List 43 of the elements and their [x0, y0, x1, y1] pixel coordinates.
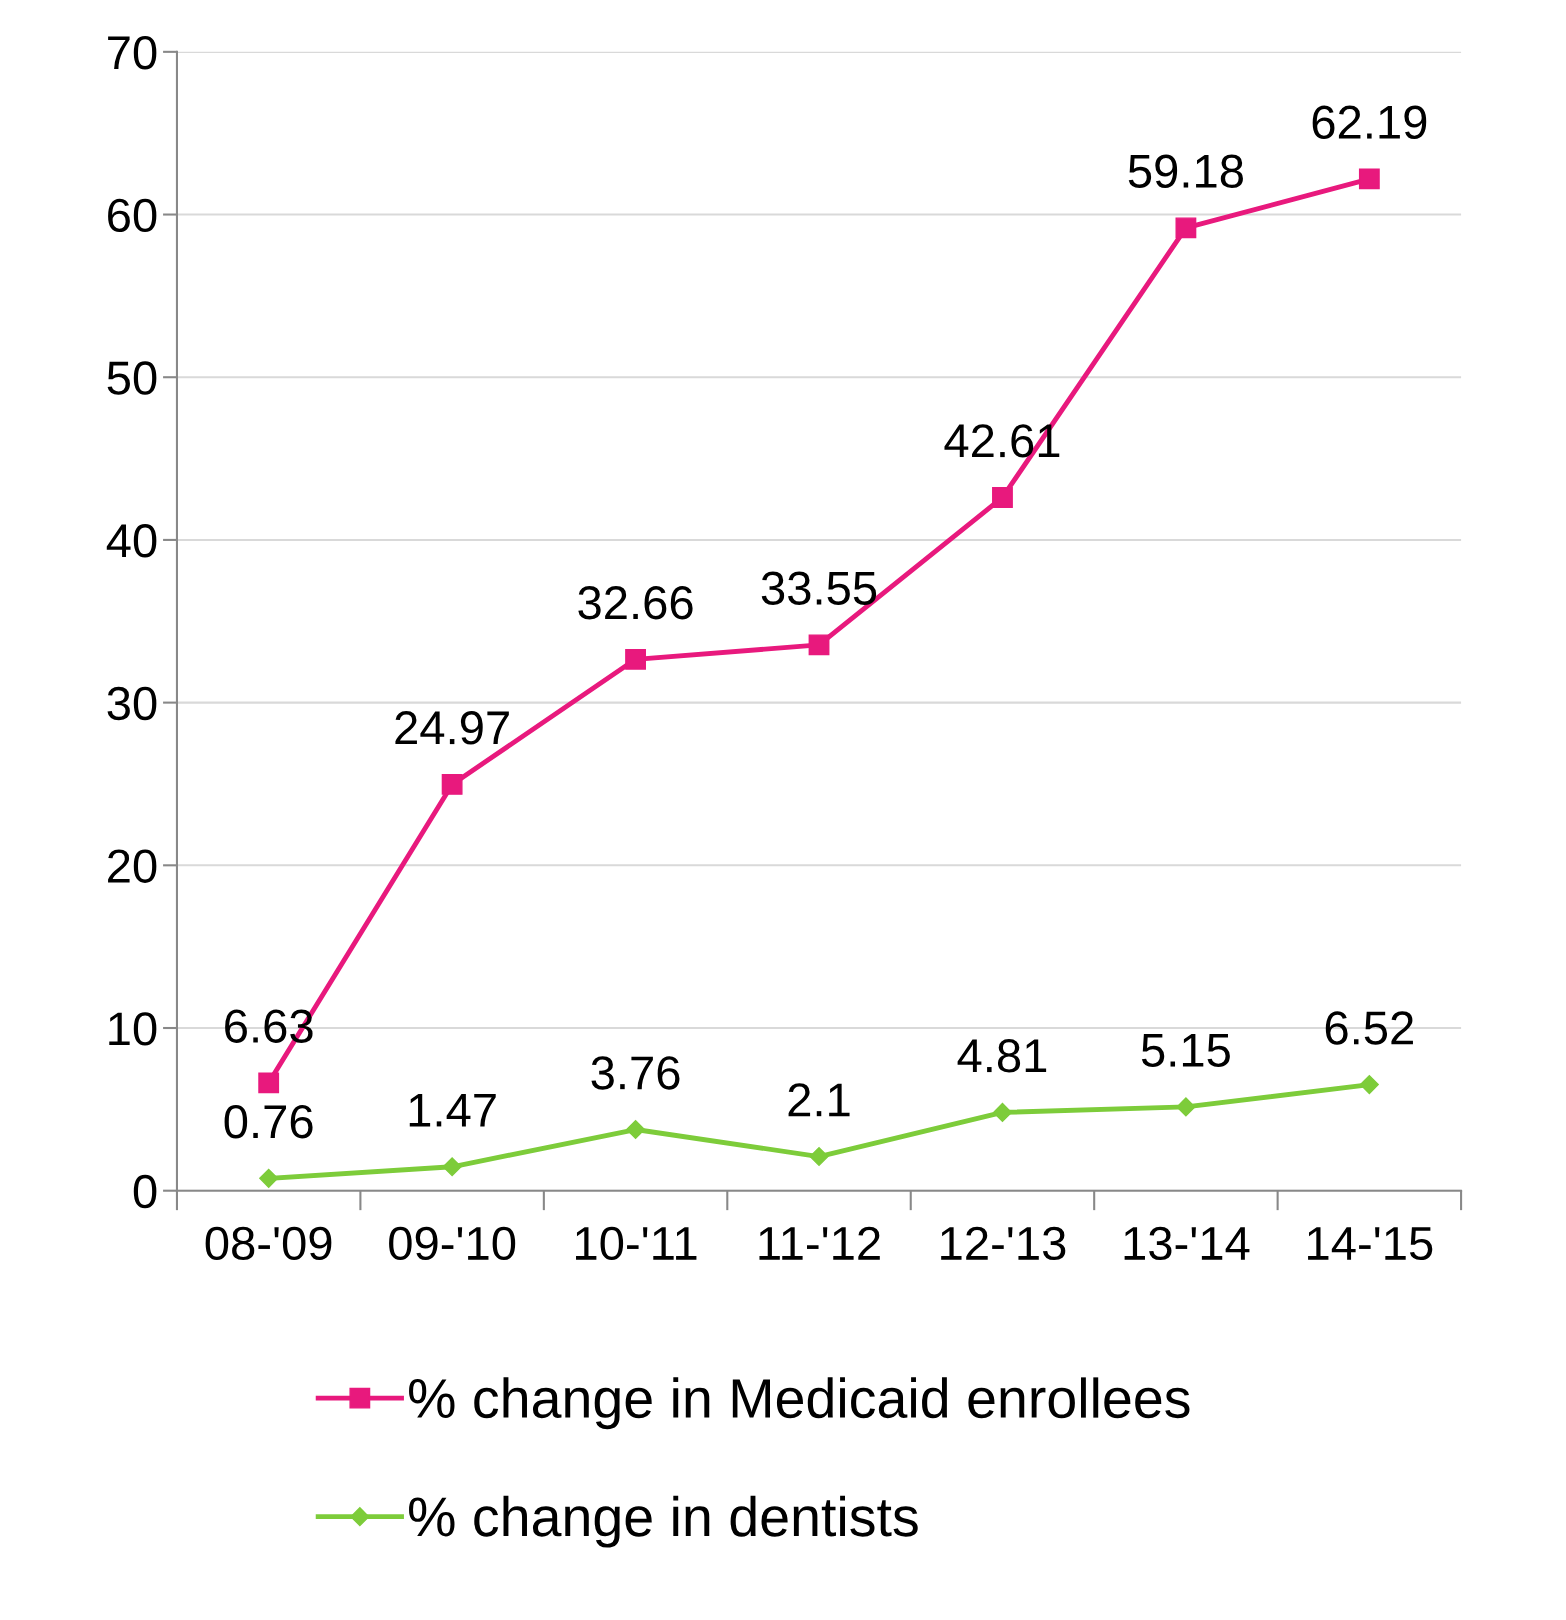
x-tick-label: 12-'13 [941, 1226, 1066, 1261]
data-label: 6.52 [1325, 1011, 1413, 1045]
data-label: 62.19 [1312, 105, 1427, 140]
y-tick-label: 10 [109, 1012, 157, 1046]
point [441, 774, 463, 795]
y-tick-label: 50 [107, 361, 157, 395]
y-tick-label: 40 [106, 524, 157, 558]
point [992, 487, 1013, 508]
data-label: 0.76 [224, 1105, 313, 1139]
y-tick-label: 20 [108, 849, 157, 883]
y-tick-label: 60 [108, 198, 157, 233]
point [625, 648, 646, 670]
point [626, 1119, 646, 1140]
data-label: 32.66 [578, 586, 693, 620]
point [1358, 168, 1380, 190]
legend-label: % change in dentists [409, 1495, 918, 1548]
point [809, 1147, 829, 1167]
data-label: 2.1 [788, 1083, 850, 1117]
point [442, 1157, 462, 1177]
data-label: 1.47 [409, 1093, 496, 1127]
point [808, 634, 830, 656]
data-label: 3.76 [591, 1056, 680, 1090]
data-label: 33.55 [761, 571, 877, 605]
point [992, 1102, 1012, 1122]
data-label: 59.18 [1128, 154, 1243, 188]
point [258, 1072, 280, 1094]
data-label: 24.97 [395, 711, 509, 745]
x-tick-label: 13-'14 [1124, 1226, 1250, 1261]
y-tick-label: 70 [108, 35, 157, 70]
point [1359, 1075, 1379, 1095]
x-tick-label: 14-'15 [1308, 1227, 1433, 1261]
data-label: 4.81 [957, 1039, 1047, 1073]
point [259, 1168, 279, 1188]
data-label: 5.15 [1141, 1034, 1230, 1068]
x-tick-label: 10-'11 [576, 1226, 697, 1261]
legend-label: % change in Medicaid enrollees [409, 1377, 1190, 1430]
x-tick-label: 08-'09 [205, 1226, 332, 1261]
x-tick-label: 09-'10 [389, 1226, 516, 1261]
point [1175, 217, 1197, 239]
x-tick-label: 11-'12 [759, 1226, 880, 1260]
point [1176, 1097, 1196, 1117]
y-tick-label: 0 [133, 1174, 157, 1209]
y-tick-label: 30 [107, 686, 157, 721]
